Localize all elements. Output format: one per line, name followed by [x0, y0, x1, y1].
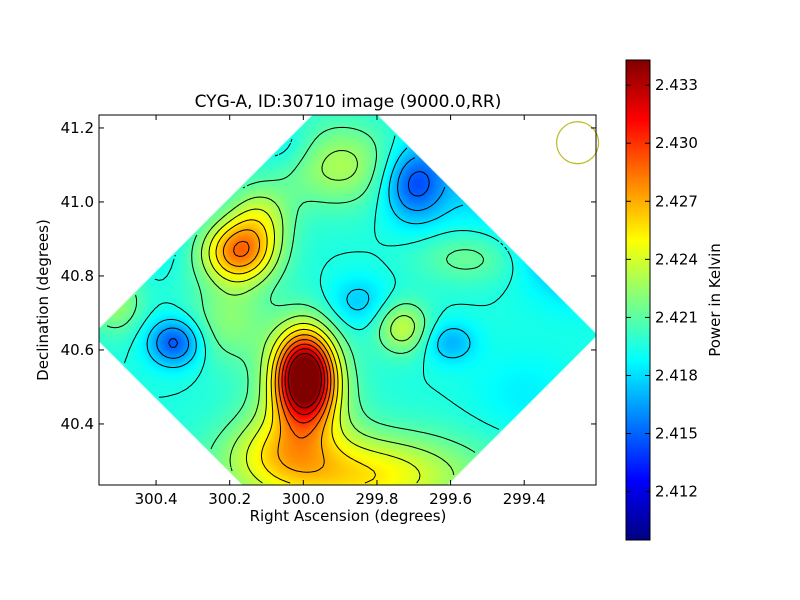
- colorbar-tick-label: 2.421: [655, 308, 698, 326]
- y-axis: 40.4 40.6 40.8 41.0 41.2: [61, 119, 596, 433]
- contour-line-5: [106, 126, 485, 453]
- contour-line-3: [146, 147, 471, 368]
- contour-line-11: [281, 343, 329, 424]
- plot-frame: [98, 114, 597, 486]
- colorbar-bar: [625, 59, 651, 541]
- contour-line-6: [200, 150, 455, 476]
- contour-line-12: [284, 348, 326, 416]
- x-axis-label: Right Ascension (degrees): [250, 507, 447, 525]
- contour-lines: [106, 126, 514, 484]
- x-axis: 300.4 300.2 300.0 299.8 299.6 299.4: [135, 115, 546, 508]
- contour-line-2: [156, 157, 446, 359]
- colorbar: 2.412 2.415 2.418 2.421 2.424 2.427 2.430 2.433…: [625, 59, 724, 541]
- y-axis-label: Declination (degrees): [34, 219, 52, 381]
- colorbar-tick-label: 2.415: [655, 425, 698, 443]
- contour-line-9: [222, 229, 335, 473]
- contour-line-10: [233, 240, 332, 439]
- heatmap-plot: [99, 115, 596, 485]
- x-tick-label: 299.6: [429, 490, 472, 508]
- colorbar-tick-label: 2.424: [655, 250, 698, 268]
- beam-marker: [555, 121, 600, 165]
- x-tick-label: 300.2: [208, 490, 251, 508]
- colorbar-tick-label: 2.427: [655, 192, 698, 210]
- x-tick-label: 299.4: [503, 490, 546, 508]
- y-tick-label: 40.4: [61, 415, 94, 433]
- x-tick-label: 300.4: [135, 490, 178, 508]
- colorbar-tick-label: 2.430: [655, 134, 698, 152]
- contour-line-4: [124, 135, 514, 430]
- contour-line-13: [287, 353, 322, 409]
- y-tick-label: 40.6: [61, 341, 94, 359]
- chart-title: CYG-A, ID:30710 image (9000.0,RR): [195, 92, 502, 112]
- colorbar-tick-label: 2.418: [655, 366, 698, 384]
- y-tick-label: 40.8: [61, 267, 94, 285]
- contour-line-7: [208, 208, 421, 484]
- colorbar-label: Power in Kelvin: [706, 243, 724, 357]
- contour-line-8: [215, 219, 377, 484]
- x-tick-label: 300.0: [282, 490, 325, 508]
- contour-line-1: [168, 171, 430, 348]
- y-tick-label: 41.2: [61, 119, 94, 137]
- x-tick-label: 299.8: [355, 490, 398, 508]
- colorbar-tick-label: 2.433: [655, 76, 698, 94]
- colorbar-ticks: 2.412 2.415 2.418 2.421 2.424 2.427 2.430 2.433: [626, 76, 698, 501]
- colorbar-tick-label: 2.412: [655, 483, 698, 501]
- y-tick-label: 41.0: [61, 193, 94, 211]
